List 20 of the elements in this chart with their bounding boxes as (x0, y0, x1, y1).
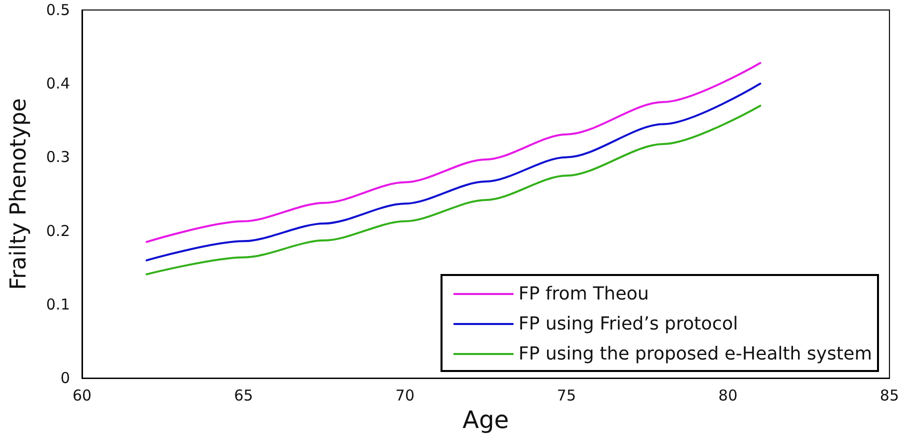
line-series (146, 82, 762, 262)
legend-label: FP using the proposed e-Health system (518, 344, 872, 364)
legend-label: FP using Fried’s protocol (518, 314, 738, 334)
x-tick-label: 75 (556, 386, 576, 405)
x-tick-label: 80 (718, 386, 738, 405)
x-tick-label: 60 (72, 386, 92, 405)
y-tick-label: 0.4 (46, 74, 70, 93)
legend-label: FP from Theou (518, 284, 649, 304)
x-axis-title: Age (462, 406, 509, 434)
y-tick-label: 0.5 (46, 1, 70, 19)
line-series (146, 62, 762, 243)
x-tick-label: 65 (234, 386, 254, 405)
y-tick-label: 0 (60, 369, 70, 388)
x-tick-label: 85 (880, 386, 900, 405)
y-tick-label: 0.3 (46, 148, 70, 166)
y-axis-title: Frailty Phenotype (6, 98, 32, 290)
y-tick-label: 0.2 (46, 222, 70, 240)
x-tick-label: 70 (395, 386, 415, 405)
line-series (146, 104, 762, 276)
y-tick-label: 0.1 (46, 295, 70, 314)
